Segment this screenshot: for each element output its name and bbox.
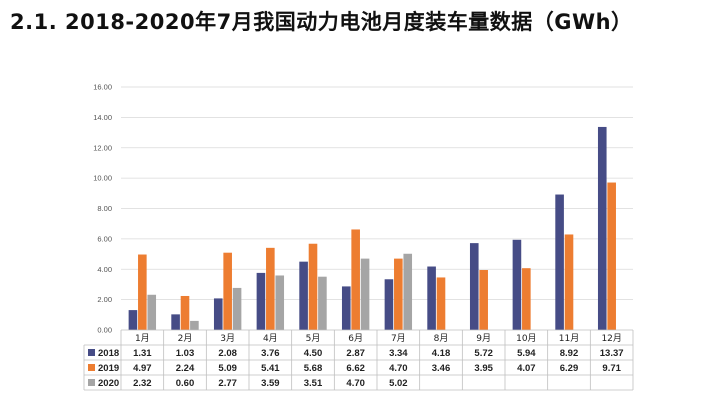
bar-2019-8 — [436, 277, 446, 330]
x-category-label: 4月 — [263, 333, 278, 344]
grid-layer — [121, 86, 633, 301]
x-category-label: 9月 — [476, 333, 491, 344]
x-category-label: 11月 — [559, 333, 579, 344]
data-label: 3.76 — [261, 348, 280, 359]
data-label: 2.24 — [176, 363, 195, 374]
data-label: 5.09 — [218, 363, 237, 374]
page-title: 2.1. 2018-2020年7月我国动力电池月度装车量数据（GWh） — [10, 10, 633, 34]
y-tick-label: 4.00 — [97, 265, 112, 274]
x-category-label: 10月 — [516, 333, 536, 344]
data-label: 5.02 — [389, 378, 408, 389]
legend-label-2019: 2019 — [98, 363, 119, 374]
legend-label-2020: 2020 — [98, 378, 119, 389]
bars-layer — [128, 126, 616, 331]
x-category-label: 2月 — [178, 333, 193, 344]
data-label: 5.41 — [261, 363, 280, 374]
bar-2018-10 — [512, 239, 522, 330]
data-label: 9.71 — [602, 363, 621, 374]
bar-2019-2 — [180, 295, 190, 330]
data-label: 4.50 — [304, 348, 323, 359]
bar-2018-9 — [469, 243, 479, 330]
bar-2020-5 — [318, 276, 327, 330]
bar-2019-3 — [223, 252, 232, 330]
data-label: 2.32 — [133, 378, 152, 389]
bar-2019-4 — [266, 247, 275, 330]
bar-2020-1 — [147, 294, 157, 330]
data-label: 2.77 — [218, 378, 237, 389]
legend-swatch-2020 — [88, 379, 95, 386]
x-category-label: 3月 — [220, 333, 235, 344]
bar-2018-5 — [299, 261, 308, 330]
bar-2020-7 — [403, 253, 413, 330]
legend-swatch-2018 — [88, 349, 95, 356]
bar-2019-12 — [607, 182, 616, 330]
bar-2019-7 — [394, 258, 403, 330]
y-tick-label: 12.00 — [93, 143, 112, 152]
y-tick-label: 16.00 — [93, 83, 112, 92]
bar-2020-4 — [275, 275, 285, 330]
bar-2018-8 — [427, 266, 436, 330]
y-tick-label: 10.00 — [93, 174, 112, 183]
y-axis: 0.00 2.00 4.00 6.00 8.00 10.00 12.00 14.00 16.00 — [93, 83, 112, 335]
y-tick-label: 14.00 — [93, 113, 112, 122]
data-label: 8.92 — [560, 348, 579, 359]
x-category-label: 5月 — [306, 333, 321, 344]
data-label: 5.94 — [517, 348, 536, 359]
y-tick-label: 6.00 — [97, 234, 112, 243]
x-category-label: 1月 — [135, 333, 150, 344]
data-label: 6.62 — [346, 363, 365, 374]
data-label: 5.68 — [304, 363, 323, 374]
data-label: 3.95 — [474, 363, 493, 374]
bar-2019-5 — [308, 243, 318, 330]
data-label: 4.70 — [346, 378, 365, 389]
y-tick-label: 0.00 — [97, 326, 112, 335]
bar-2018-4 — [256, 272, 266, 330]
bar-2019-10 — [522, 268, 531, 330]
data-label: 4.07 — [517, 363, 536, 374]
data-label: 1.03 — [176, 348, 195, 359]
bar-2020-2 — [190, 320, 199, 330]
bar-2018-7 — [384, 279, 394, 330]
bar-2018-11 — [555, 194, 564, 330]
bar-2020-6 — [360, 258, 370, 330]
bar-2020-3 — [232, 287, 242, 330]
data-label: 5.72 — [474, 348, 493, 359]
x-category-label: 8月 — [434, 333, 449, 344]
data-label: 3.46 — [432, 363, 451, 374]
data-label: 0.60 — [176, 378, 195, 389]
data-label: 2.87 — [346, 348, 365, 359]
data-table: 1月 2月 3月 4月 5月 6月 7月 8月 9月 10月 11月 12月 2018 1.31 1.03 2… — [83, 329, 634, 391]
bar-2018-1 — [128, 310, 138, 330]
x-category-label: 7月 — [391, 333, 406, 344]
legend-swatch-2019 — [88, 364, 95, 371]
x-category-label: 6月 — [348, 333, 363, 344]
x-category-label: 12月 — [601, 333, 621, 344]
data-label: 3.51 — [304, 378, 323, 389]
bar-2018-12 — [597, 126, 607, 331]
y-tick-label: 2.00 — [97, 295, 112, 304]
data-label: 3.34 — [389, 348, 408, 359]
bar-2018-6 — [341, 286, 351, 330]
bar-2019-9 — [479, 270, 488, 330]
data-label: 2.08 — [218, 348, 237, 359]
legend-label-2018: 2018 — [98, 348, 119, 359]
data-label: 3.59 — [261, 378, 280, 389]
y-tick-label: 8.00 — [97, 204, 112, 213]
data-label: 4.97 — [133, 363, 152, 374]
data-label: 13.37 — [600, 348, 624, 359]
bar-2018-2 — [171, 314, 180, 330]
data-label: 6.29 — [560, 363, 579, 374]
data-label: 4.70 — [389, 363, 408, 374]
data-label: 1.31 — [133, 348, 152, 359]
bar-2019-6 — [351, 229, 360, 330]
bar-2019-1 — [138, 254, 147, 330]
bar-2018-3 — [213, 298, 223, 330]
bar-2019-11 — [564, 234, 574, 330]
data-label: 4.18 — [432, 348, 451, 359]
